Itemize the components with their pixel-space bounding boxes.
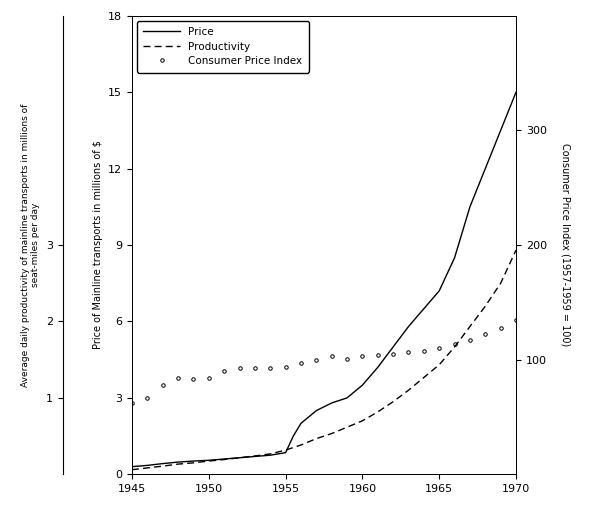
Line: Productivity: Productivity <box>132 250 516 470</box>
Price <box>221 456 228 462</box>
Consumer Price Index <box>466 337 473 344</box>
Price <box>451 255 458 261</box>
Consumer Price Index <box>190 376 197 382</box>
Productivity <box>405 387 412 393</box>
Price <box>458 229 466 236</box>
Y-axis label: Consumer Price Index (1957-1959 = 100): Consumer Price Index (1957-1959 = 100) <box>561 143 571 347</box>
Price <box>436 288 443 294</box>
Productivity <box>497 280 504 287</box>
Price <box>236 455 243 461</box>
Price <box>359 382 366 388</box>
Productivity <box>236 455 243 461</box>
Consumer Price Index <box>313 356 320 363</box>
Price <box>374 364 382 370</box>
Productivity <box>159 463 166 470</box>
Price <box>466 204 473 210</box>
Price <box>251 453 259 460</box>
Productivity <box>359 417 366 424</box>
Price <box>512 89 520 95</box>
Consumer Price Index <box>420 347 427 354</box>
Price <box>159 461 166 467</box>
Price <box>420 306 427 312</box>
Line: Consumer Price Index: Consumer Price Index <box>130 318 518 405</box>
Consumer Price Index <box>159 382 166 388</box>
Consumer Price Index <box>221 368 228 374</box>
Consumer Price Index <box>251 365 259 371</box>
Y-axis label: Average daily productivity of mainline transports in millions of
seat-miles per : Average daily productivity of mainline t… <box>21 103 40 387</box>
Consumer Price Index <box>128 400 136 406</box>
Line: Price: Price <box>132 92 516 467</box>
Price <box>290 433 297 440</box>
Price <box>205 457 212 463</box>
Productivity <box>374 409 382 415</box>
Productivity <box>328 431 335 437</box>
Productivity <box>266 451 274 457</box>
Consumer Price Index <box>328 353 335 359</box>
Consumer Price Index <box>451 340 458 347</box>
Price <box>405 324 412 330</box>
Consumer Price Index <box>343 355 350 362</box>
Consumer Price Index <box>389 351 397 357</box>
Productivity <box>251 453 259 459</box>
Consumer Price Index <box>282 364 289 370</box>
Consumer Price Index <box>205 375 212 381</box>
Consumer Price Index <box>298 360 305 366</box>
Productivity <box>466 324 473 330</box>
Productivity <box>190 460 197 466</box>
Price <box>482 165 489 172</box>
Price <box>175 459 182 465</box>
Price <box>266 452 274 458</box>
Consumer Price Index <box>374 352 382 358</box>
Productivity <box>512 247 520 253</box>
Productivity <box>282 447 289 453</box>
Consumer Price Index <box>405 348 412 355</box>
Productivity <box>420 374 427 380</box>
Consumer Price Index <box>482 331 489 338</box>
Price <box>298 420 305 426</box>
Consumer Price Index <box>144 394 151 401</box>
Price <box>389 344 397 350</box>
Consumer Price Index <box>436 345 443 352</box>
Productivity <box>451 344 458 350</box>
Y-axis label: Price of Mainline transports in millions of $: Price of Mainline transports in millions… <box>92 141 103 349</box>
Consumer Price Index <box>512 316 520 323</box>
Consumer Price Index <box>175 375 182 381</box>
Productivity <box>144 465 151 471</box>
Productivity <box>482 303 489 309</box>
Productivity <box>221 456 228 463</box>
Price <box>282 450 289 456</box>
Productivity <box>389 398 397 405</box>
Price <box>190 458 197 464</box>
Productivity <box>175 461 182 467</box>
Price <box>343 395 350 401</box>
Productivity <box>313 435 320 442</box>
Price <box>328 400 335 406</box>
Consumer Price Index <box>266 365 274 371</box>
Price <box>128 464 136 470</box>
Price <box>313 407 320 414</box>
Consumer Price Index <box>359 353 366 359</box>
Productivity <box>436 362 443 368</box>
Productivity <box>205 458 212 464</box>
Price <box>144 462 151 469</box>
Price <box>497 128 504 134</box>
Consumer Price Index <box>497 325 504 331</box>
Productivity <box>128 466 136 473</box>
Productivity <box>343 424 350 431</box>
Legend: Price, Productivity, Consumer Price Index: Price, Productivity, Consumer Price Inde… <box>137 21 308 73</box>
Productivity <box>298 442 305 448</box>
Consumer Price Index <box>236 365 243 371</box>
